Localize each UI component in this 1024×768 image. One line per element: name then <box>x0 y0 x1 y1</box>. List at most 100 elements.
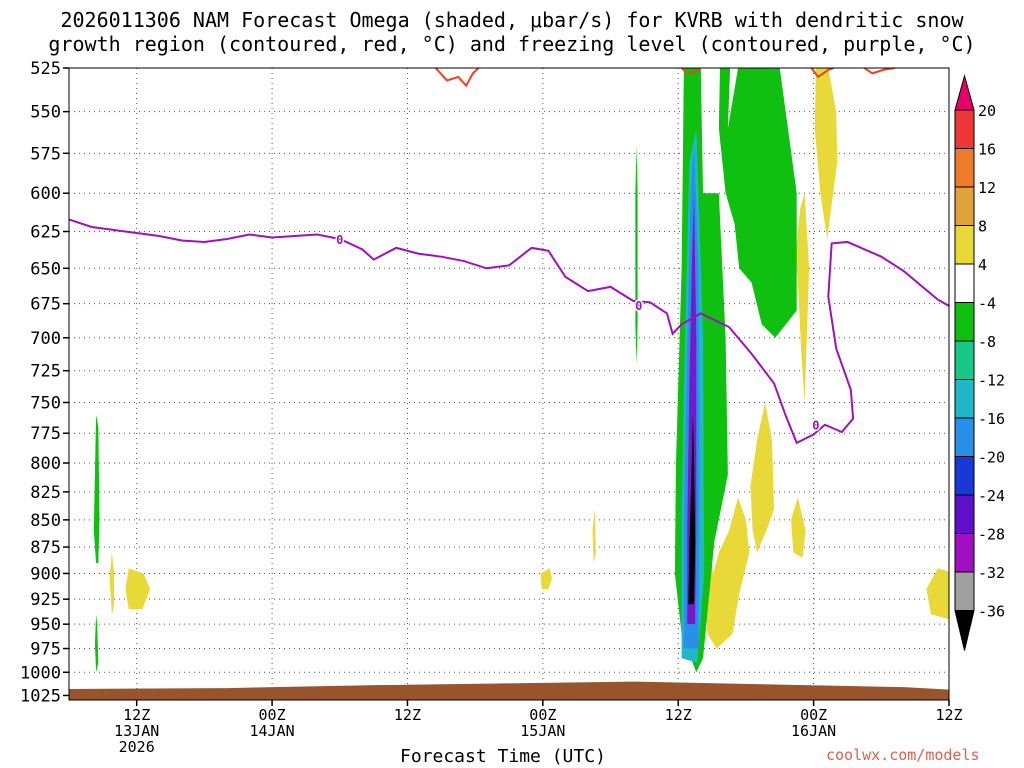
colorbar-label-13: -36 <box>978 603 1005 621</box>
y-tick-label-925: 925 <box>30 590 61 610</box>
dendritic-contour-3 <box>863 68 896 75</box>
dendritic-contour-0 <box>434 68 480 88</box>
omega-region-yellow_descent_9 <box>540 568 552 589</box>
y-tick-label-1000: 1000 <box>20 663 61 683</box>
x-tick-label-24-1: 14JAN <box>249 722 294 740</box>
colorbar-segment-13 <box>954 571 975 611</box>
x-axis-title: Forecast Time (UTC) <box>400 746 606 767</box>
y-tick-label-625: 625 <box>30 223 61 243</box>
omega-region-green_thin_strip_c <box>94 614 99 673</box>
y-tick-label-750: 750 <box>30 393 61 413</box>
omega-region-yellow_descent_1 <box>703 497 750 649</box>
colorbar-label-4: 4 <box>978 256 987 274</box>
y-tick-label-800: 800 <box>30 454 61 474</box>
x-tick-label-72-0: 00Z <box>800 706 827 724</box>
freezing-level-label-2: 0 <box>812 419 819 433</box>
colorbar-segment-4 <box>954 225 975 265</box>
y-tick-label-575: 575 <box>30 144 61 164</box>
colorbar-label-10: -24 <box>978 487 1005 505</box>
y-tick-label-600: 600 <box>30 184 61 204</box>
x-tick-label-48-1: 15JAN <box>520 722 565 740</box>
omega-region-yellow_descent_6 <box>926 568 949 620</box>
watermark-link[interactable]: coolwx.com/models <box>826 746 980 764</box>
colorbar: 20 16 12 8 4 -4 -8 -12 -16 -20 -24 -28 -32 -36 <box>954 74 1005 651</box>
y-axis: 525 550 575 600 625 650 675 700 725 750 775 800 825 8… <box>20 59 69 706</box>
x-tick-label-84-0: 12Z <box>935 706 962 724</box>
omega-region-yellow_descent_4 <box>814 68 838 239</box>
y-tick-label-700: 700 <box>30 329 61 349</box>
omega-region-green_north_plume <box>718 68 797 338</box>
y-tick-label-775: 775 <box>30 424 61 444</box>
colorbar-label-5: -4 <box>978 295 996 313</box>
colorbar-label-12: -32 <box>978 564 1005 582</box>
colorbar-label-1: 16 <box>978 141 996 159</box>
freezing-level-contour-0 <box>69 218 949 445</box>
dendritic-contour-1 <box>680 68 702 75</box>
colorbar-label-9: -20 <box>978 449 1005 467</box>
y-tick-label-525: 525 <box>30 59 61 79</box>
y-tick-label-850: 850 <box>30 511 61 531</box>
y-tick-label-1025: 1025 <box>20 686 61 706</box>
y-tick-label-725: 725 <box>30 362 61 382</box>
omega-shading <box>93 68 949 673</box>
terrain-layer <box>69 681 949 700</box>
y-tick-label-950: 950 <box>30 615 61 635</box>
y-tick-label-650: 650 <box>30 259 61 279</box>
colorbar-label-2: 12 <box>978 179 996 197</box>
colorbar-segment-5 <box>954 263 975 303</box>
plot-area-background <box>69 68 949 700</box>
colorbar-top-arrow <box>954 74 975 111</box>
colorbar-label-0: 20 <box>978 102 996 120</box>
y-tick-label-900: 900 <box>30 564 61 584</box>
omega-region-ascent_core <box>688 414 696 605</box>
colorbar-label-6: -8 <box>978 333 996 351</box>
colorbar-segment-2 <box>954 148 975 188</box>
omega-region-yellow_descent_5 <box>791 497 806 558</box>
chart-title-line-2: growth region (contoured, red, °C) and f… <box>48 32 976 56</box>
colorbar-label-8: -16 <box>978 410 1005 428</box>
contour-layer: 0 0 0 <box>69 68 949 445</box>
x-tick-label-12-1: 13JAN <box>114 722 159 740</box>
x-tick-label-72-1: 16JAN <box>791 722 836 740</box>
terrain-surface <box>69 681 949 700</box>
x-tick-label-60-0: 12Z <box>665 706 692 724</box>
x-tick-label-36-0: 12Z <box>394 706 421 724</box>
omega-region-yellow_descent_8 <box>109 552 115 615</box>
freezing-level-label-0: 0 <box>336 233 343 247</box>
colorbar-label-7: -12 <box>978 372 1005 390</box>
colorbar-label-3: 8 <box>978 218 987 236</box>
colorbar-segment-6 <box>954 302 975 342</box>
colorbar-segment-10 <box>954 456 975 496</box>
x-tick-label-48-0: 00Z <box>529 706 556 724</box>
colorbar-segment-9 <box>954 417 975 457</box>
colorbar-bottom-arrow <box>954 610 975 651</box>
omega-region-yellow_descent_7 <box>125 568 151 610</box>
omega-region-green_thin_strip_a <box>635 145 638 365</box>
colorbar-label-11: -28 <box>978 526 1005 544</box>
colorbar-segment-7 <box>954 340 975 380</box>
plot-area-frame <box>68 67 950 701</box>
colorbar-segment-8 <box>954 379 975 419</box>
y-tick-label-875: 875 <box>30 538 61 558</box>
x-tick-label-24-0: 00Z <box>259 706 286 724</box>
omega-region-yellow_descent_2 <box>750 402 775 553</box>
colorbar-segment-1 <box>954 109 975 149</box>
y-tick-label-675: 675 <box>30 295 61 315</box>
omega-region-yellow_descent_3 <box>795 193 810 403</box>
freezing-level-label-1: 0 <box>635 299 642 313</box>
omega-region-green_thin_strip_b <box>93 414 100 563</box>
grid-lines <box>69 67 950 700</box>
y-tick-label-975: 975 <box>30 640 61 660</box>
chart-title-line-1: 2026011306 NAM Forecast Omega (shaded, μ… <box>60 8 964 32</box>
x-tick-label-12-2: 2026 <box>119 738 155 756</box>
colorbar-segment-11 <box>954 494 975 534</box>
colorbar-segment-12 <box>954 533 975 573</box>
x-tick-label-12-0: 12Z <box>123 706 150 724</box>
omega-region-yellow_descent_10 <box>592 508 596 563</box>
y-tick-label-825: 825 <box>30 483 61 503</box>
colorbar-segment-3 <box>954 186 975 226</box>
dendritic-contour-2 <box>810 68 835 79</box>
y-tick-label-550: 550 <box>30 103 61 123</box>
